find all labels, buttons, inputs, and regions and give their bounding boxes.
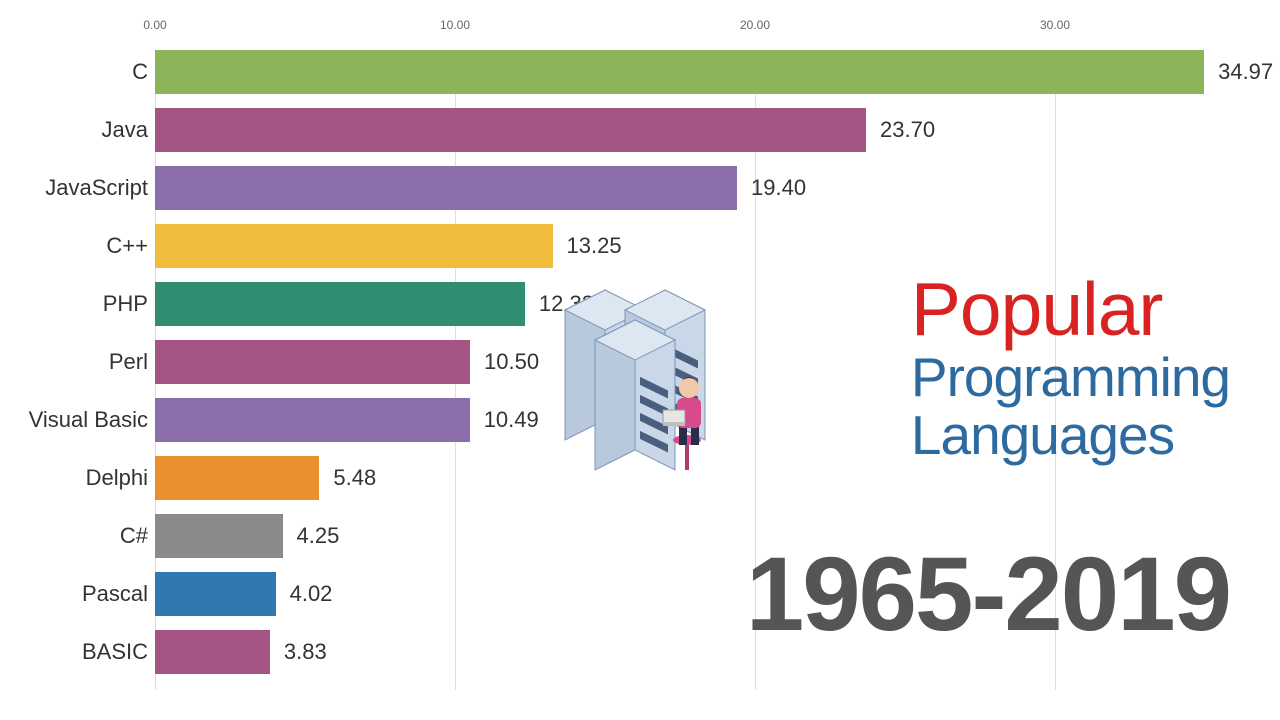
bar-label: Pascal — [8, 572, 148, 616]
x-tick-10: 10.00 — [440, 18, 470, 32]
bar-label: Delphi — [8, 456, 148, 500]
bar — [155, 630, 270, 674]
bar-value: 10.50 — [484, 340, 539, 384]
bar-label: Java — [8, 108, 148, 152]
bar-label: Visual Basic — [8, 398, 148, 442]
bar — [155, 514, 283, 558]
x-tick-30: 30.00 — [1040, 18, 1070, 32]
bar — [155, 282, 525, 326]
bar — [155, 456, 319, 500]
bar-label: Perl — [8, 340, 148, 384]
bar-value: 23.70 — [880, 108, 935, 152]
bar-value: 4.25 — [297, 514, 340, 558]
servers-illustration-icon — [555, 260, 755, 480]
bar-label: C — [8, 50, 148, 94]
bar — [155, 572, 276, 616]
bar-value: 34.97 — [1218, 50, 1273, 94]
x-tick-0: 0.00 — [143, 18, 166, 32]
bar-value: 10.49 — [484, 398, 539, 442]
bar-value: 3.83 — [284, 630, 327, 674]
bar — [155, 340, 470, 384]
x-axis: 0.00 10.00 20.00 30.00 — [155, 18, 1205, 38]
bar — [155, 50, 1204, 94]
bar — [155, 108, 866, 152]
bar — [155, 398, 470, 442]
bar-label: C# — [8, 514, 148, 558]
bar-label: PHP — [8, 282, 148, 326]
bar-label: BASIC — [8, 630, 148, 674]
bar — [155, 166, 737, 210]
title-line-1: Popular — [911, 270, 1230, 349]
bar-value: 5.48 — [333, 456, 376, 500]
bar-label: C++ — [8, 224, 148, 268]
year-range-caption: 1965-2019 — [746, 535, 1230, 655]
title-line-3: Languages — [911, 407, 1230, 465]
bar-value: 19.40 — [751, 166, 806, 210]
bar-value: 4.02 — [290, 572, 333, 616]
x-tick-20: 20.00 — [740, 18, 770, 32]
title-line-2: Programming — [911, 349, 1230, 407]
bar-label: JavaScript — [8, 166, 148, 210]
bar — [155, 224, 553, 268]
title-block: Popular Programming Languages — [911, 270, 1230, 464]
